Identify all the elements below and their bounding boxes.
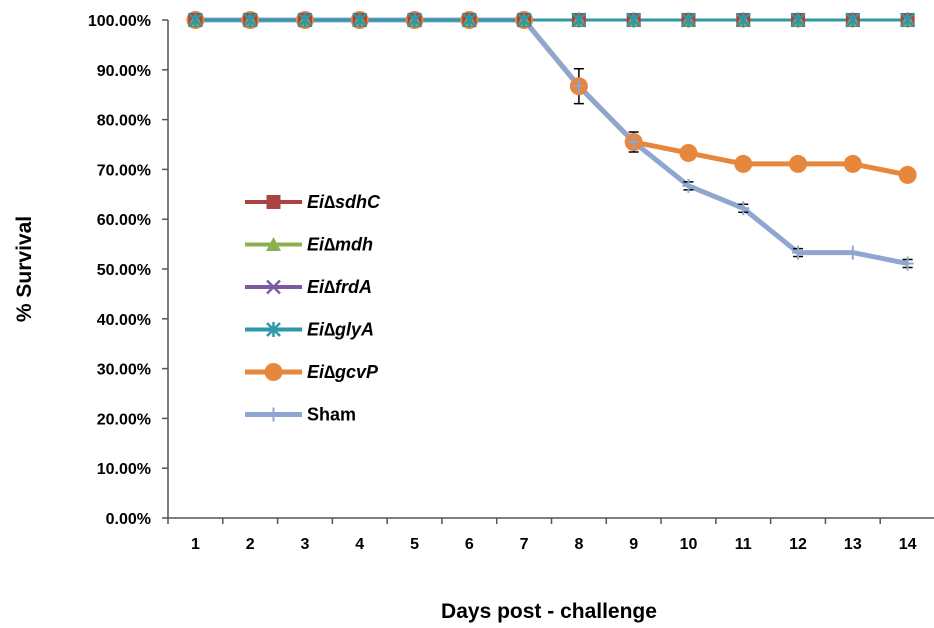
- legend-label: Ei∆sdhC: [307, 192, 381, 212]
- series-line: [195, 17, 909, 266]
- x-tick-label: 5: [410, 536, 419, 553]
- y-tick-label: 60.00%: [97, 212, 151, 229]
- data-point: [789, 154, 808, 173]
- data-point: [407, 12, 422, 28]
- y-tick-label: 10.00%: [97, 461, 151, 478]
- x-tick-label: 14: [899, 536, 917, 553]
- data-point: [626, 12, 642, 28]
- y-tick-label: 100.00%: [88, 13, 151, 30]
- y-tick-label: 20.00%: [97, 411, 151, 428]
- legend-label: Sham: [307, 405, 356, 425]
- legend: Ei∆sdhC Ei∆mdh Ei∆frdA Ei∆glyA Ei∆gcvP Sham: [245, 192, 381, 425]
- data-point: [242, 12, 258, 28]
- legend-label: Ei∆gcvP: [307, 362, 379, 382]
- legend-label: Ei∆glyA: [307, 320, 374, 340]
- x-axis-title: Days post - challenge: [441, 600, 657, 623]
- data-point: [900, 12, 915, 28]
- data-point: [737, 201, 750, 216]
- data-point: [734, 154, 753, 173]
- legend-label: Ei∆frdA: [307, 277, 372, 297]
- x-tick-label: 12: [789, 536, 807, 553]
- data-point: [843, 154, 862, 173]
- legend-marker: [267, 407, 280, 422]
- x-tick-label: 6: [465, 536, 474, 553]
- x-tick-label: 3: [301, 536, 310, 553]
- data-point: [627, 135, 640, 150]
- x-tick-label: 11: [735, 536, 752, 553]
- data-point: [461, 12, 477, 28]
- x-tick-label: 9: [629, 536, 638, 553]
- series-lines: [195, 17, 909, 266]
- x-tick-label: 10: [680, 536, 698, 553]
- data-point: [845, 12, 861, 28]
- y-tick-label: 50.00%: [97, 262, 151, 279]
- legend-marker: [266, 322, 281, 337]
- x-tick-label: 2: [246, 536, 255, 553]
- data-point: [572, 79, 585, 94]
- data-point: [681, 12, 696, 28]
- x-tick-label: 8: [574, 536, 583, 553]
- axes: 0.00% 10.00% 20.00% 30.00% 40.00% 50.00% 60.00…: [88, 13, 934, 553]
- legend-marker: [264, 363, 283, 381]
- y-tick-label: 90.00%: [97, 63, 151, 80]
- legend-marker: [266, 195, 281, 209]
- legend-marker: [266, 279, 281, 295]
- data-point: [679, 143, 698, 162]
- series-line: [195, 17, 909, 178]
- data-point: [790, 12, 806, 28]
- data-point: [297, 12, 313, 28]
- data-point: [735, 12, 751, 28]
- x-tick-label: 4: [355, 536, 364, 553]
- y-tick-label: 80.00%: [97, 113, 151, 130]
- data-point: [516, 12, 532, 28]
- data-point: [792, 245, 805, 260]
- y-axis-title: % Survival: [13, 216, 36, 322]
- y-tick-label: 30.00%: [97, 362, 151, 379]
- legend-marker: [266, 237, 281, 251]
- x-tick-label: 13: [844, 536, 862, 553]
- data-point: [846, 245, 859, 260]
- x-tick-label: 7: [520, 536, 529, 553]
- x-tick-label: 1: [191, 536, 200, 553]
- y-tick-label: 40.00%: [97, 312, 151, 329]
- data-point: [898, 165, 917, 184]
- markers: [186, 11, 917, 271]
- data-point: [352, 12, 368, 28]
- data-point: [188, 12, 203, 28]
- data-point: [571, 12, 587, 28]
- data-point: [901, 256, 914, 271]
- y-tick-label: 0.00%: [106, 511, 151, 528]
- data-point: [682, 178, 695, 193]
- legend-label: Ei∆mdh: [307, 235, 373, 255]
- y-tick-label: 70.00%: [97, 162, 151, 179]
